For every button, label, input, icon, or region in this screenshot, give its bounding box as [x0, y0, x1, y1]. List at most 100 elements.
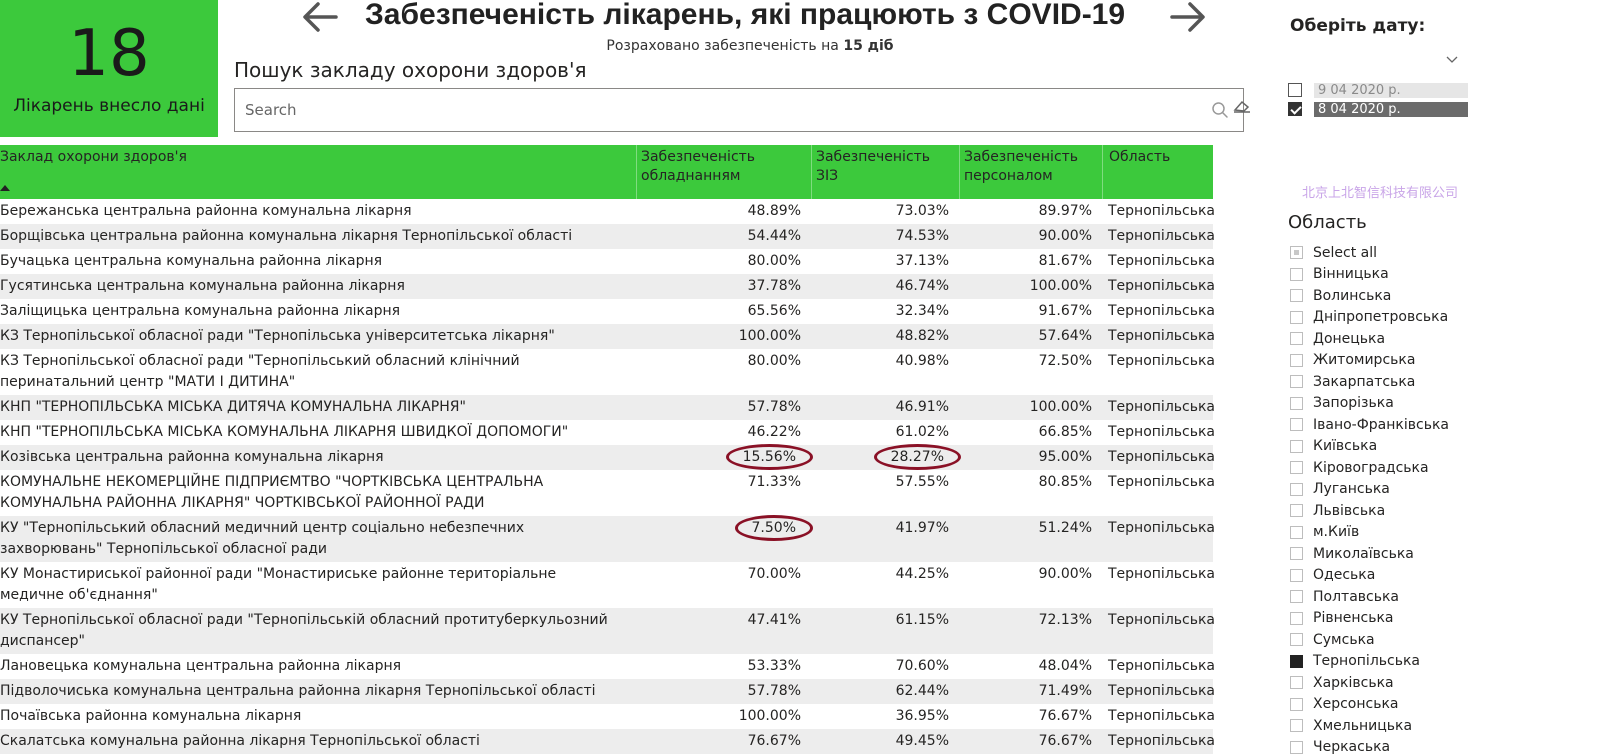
- checkbox[interactable]: [1290, 353, 1303, 367]
- checkbox[interactable]: [1290, 740, 1303, 754]
- region-option[interactable]: Донецька: [1290, 328, 1449, 350]
- table-row[interactable]: Гусятинська центральна комунальна районн…: [0, 274, 1215, 299]
- arrow-right-icon[interactable]: [1168, 0, 1208, 34]
- region-option[interactable]: Рівненська: [1290, 608, 1449, 630]
- cell-value: Гусятинська центральна комунальна районн…: [0, 278, 405, 294]
- region-option[interactable]: Волинська: [1290, 285, 1449, 307]
- checkbox[interactable]: [1290, 525, 1303, 539]
- region-option[interactable]: Черкаська: [1290, 737, 1449, 755]
- table-row[interactable]: КУ Монастириської районної ради "Монасти…: [0, 562, 1215, 608]
- checkbox[interactable]: [1290, 461, 1303, 475]
- cell-ppe: 36.95%: [811, 704, 959, 729]
- region-option[interactable]: Івано-Франківська: [1290, 414, 1449, 436]
- date-option[interactable]: 9 04 2020 р.: [1288, 82, 1468, 98]
- checkbox[interactable]: [1290, 439, 1303, 453]
- chevron-down-icon[interactable]: [1446, 56, 1458, 64]
- region-option[interactable]: Select all: [1290, 242, 1449, 264]
- cell-value: 95.00%: [1038, 449, 1092, 465]
- column-header-equipment[interactable]: Забезпеченість обладнанням: [636, 145, 811, 199]
- checkbox[interactable]: [1290, 568, 1303, 582]
- table-row[interactable]: Борщівська центральна районна комунальна…: [0, 224, 1215, 249]
- table-row[interactable]: Бережанська центральна районна комунальн…: [0, 199, 1215, 224]
- table-row[interactable]: Лановецька комунальна центральна районна…: [0, 654, 1215, 679]
- table-row[interactable]: Підволочиська комунальна центральна райо…: [0, 679, 1215, 704]
- region-option-label: Вінницька: [1313, 266, 1389, 283]
- table-row[interactable]: Заліщицька центральна комунальна районна…: [0, 299, 1215, 324]
- checkbox[interactable]: [1288, 83, 1302, 97]
- checkbox[interactable]: [1290, 267, 1303, 281]
- cell-facility: КУ Монастириської районної ради "Монасти…: [0, 562, 636, 608]
- checkbox[interactable]: [1290, 719, 1303, 733]
- checkbox[interactable]: [1290, 504, 1303, 518]
- column-header-region[interactable]: Область: [1102, 145, 1213, 199]
- region-option[interactable]: Луганська: [1290, 479, 1449, 501]
- region-option[interactable]: Херсонська: [1290, 694, 1449, 716]
- region-option[interactable]: Запорізька: [1290, 393, 1449, 415]
- cell-value: КУ Тернопільської обласної ради "Тернопі…: [0, 612, 608, 649]
- cell-equipment: 53.33%: [636, 654, 811, 679]
- table-row[interactable]: КНП "ТЕРНОПІЛЬСЬКА МІСЬКА ДИТЯЧА КОМУНАЛ…: [0, 395, 1215, 420]
- checkbox[interactable]: [1290, 697, 1303, 711]
- cell-value: 76.67%: [1038, 733, 1092, 749]
- cell-region: Тернопільська: [1102, 249, 1215, 274]
- cell-value: 51.24%: [1038, 520, 1092, 536]
- region-option[interactable]: Миколаївська: [1290, 543, 1449, 565]
- column-header-facility[interactable]: Заклад охорони здоров'я: [0, 145, 636, 199]
- checkbox[interactable]: [1290, 310, 1303, 324]
- checkbox[interactable]: [1290, 654, 1303, 668]
- region-option[interactable]: Дніпропетровська: [1290, 307, 1449, 329]
- checkbox[interactable]: [1290, 332, 1303, 346]
- region-option[interactable]: Харківська: [1290, 672, 1449, 694]
- checkbox[interactable]: [1290, 676, 1303, 690]
- checkbox[interactable]: [1290, 418, 1303, 432]
- checkbox[interactable]: [1290, 375, 1303, 389]
- table-row[interactable]: КОМУНАЛЬНЕ НЕКОМЕРЦІЙНЕ ПІДПРИЄМТВО "ЧОР…: [0, 470, 1215, 516]
- region-option[interactable]: Вінницька: [1290, 264, 1449, 286]
- page-subtitle: Розраховано забезпеченість на 15 діб: [580, 38, 920, 54]
- column-header-ppe[interactable]: Забезпеченість ЗІЗ: [811, 145, 959, 199]
- checkbox[interactable]: [1290, 482, 1303, 496]
- table-row[interactable]: КЗ Тернопільської обласної ради "Тернопі…: [0, 324, 1215, 349]
- table-row[interactable]: Почаївська районна комунальна лікарня 100…: [0, 704, 1215, 729]
- region-option[interactable]: Хмельницька: [1290, 715, 1449, 737]
- region-option[interactable]: Тернопільська: [1290, 651, 1449, 673]
- cell-value: 80.85%: [1038, 474, 1092, 490]
- date-option[interactable]: 8 04 2020 р.: [1288, 101, 1468, 117]
- checkbox[interactable]: [1290, 289, 1303, 303]
- cell-value: 40.98%: [895, 353, 949, 369]
- checkbox[interactable]: [1290, 246, 1303, 260]
- region-option[interactable]: Львівська: [1290, 500, 1449, 522]
- region-option[interactable]: Закарпатська: [1290, 371, 1449, 393]
- search-input[interactable]: [245, 97, 1145, 123]
- region-option[interactable]: м.Київ: [1290, 522, 1449, 544]
- table-row[interactable]: КУ Тернопільської обласної ради "Тернопі…: [0, 608, 1215, 654]
- region-option[interactable]: Одеська: [1290, 565, 1449, 587]
- table-row[interactable]: КУ "Тернопільський обласний медичний цен…: [0, 515, 1215, 562]
- region-option[interactable]: Сумська: [1290, 629, 1449, 651]
- arrow-left-icon[interactable]: [300, 0, 340, 34]
- checkbox[interactable]: [1290, 633, 1303, 647]
- checkbox[interactable]: [1288, 102, 1302, 116]
- checkbox[interactable]: [1290, 590, 1303, 604]
- cell-value: Тернопільська: [1108, 278, 1215, 294]
- table-row[interactable]: Скалатська комунальна районна лікарня Те…: [0, 729, 1215, 754]
- table-row[interactable]: Козівська центральна районна комунальна …: [0, 444, 1215, 470]
- column-header-staff[interactable]: Забезпеченість персоналом: [959, 145, 1102, 199]
- region-option[interactable]: Київська: [1290, 436, 1449, 458]
- checkbox[interactable]: [1290, 547, 1303, 561]
- region-option[interactable]: Полтавська: [1290, 586, 1449, 608]
- cell-value: 73.03%: [895, 203, 949, 219]
- table-row[interactable]: КНП "ТЕРНОПІЛЬСЬКА МІСЬКА КОМУНАЛЬНА ЛІК…: [0, 420, 1215, 445]
- region-option[interactable]: Житомирська: [1290, 350, 1449, 372]
- cell-value: Тернопільська: [1108, 566, 1215, 582]
- region-option[interactable]: Кіровоградська: [1290, 457, 1449, 479]
- checkbox[interactable]: [1290, 396, 1303, 410]
- eraser-icon[interactable]: [1232, 98, 1252, 114]
- checkbox[interactable]: [1290, 611, 1303, 625]
- search-icon[interactable]: [1211, 101, 1229, 119]
- table-row[interactable]: КЗ Тернопільської обласної ради "Тернопі…: [0, 349, 1215, 395]
- table-row[interactable]: Бучацька центральна комунальна районна л…: [0, 249, 1215, 274]
- region-option-label: Сумська: [1313, 631, 1375, 648]
- cell-value: 36.95%: [895, 708, 949, 724]
- cell-value: 76.67%: [1038, 708, 1092, 724]
